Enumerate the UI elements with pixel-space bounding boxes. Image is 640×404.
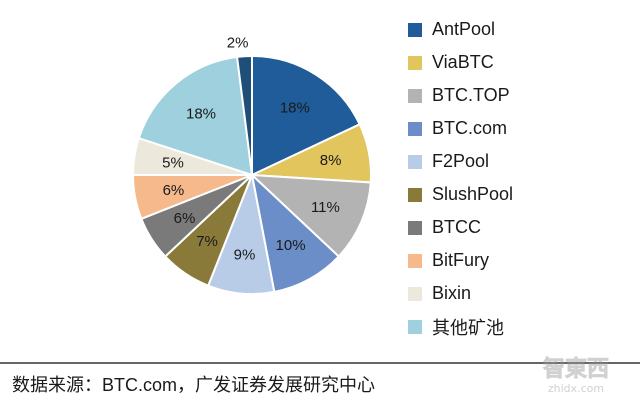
slice-label: 9%: [234, 247, 256, 264]
source-note: 数据来源：BTC.com，广发证券发展研究中心: [12, 375, 376, 395]
legend-item: SlushPool: [408, 178, 632, 211]
slice-label: 18%: [280, 99, 310, 116]
legend-item: BTCC: [408, 211, 632, 244]
slice-label: 6%: [163, 182, 185, 199]
pie-slice: [251, 54, 362, 177]
legend-swatch: [408, 319, 422, 334]
watermark-logo: 智東西 zhidx.com: [543, 356, 610, 395]
slice-label: 11%: [311, 199, 340, 216]
legend-label: 其他矿池: [432, 317, 504, 338]
legend-swatch: [408, 253, 422, 268]
slice-label: 18%: [186, 105, 216, 122]
divider: [0, 362, 640, 364]
pie-slice: [250, 172, 341, 294]
watermark-main: 智東西: [543, 356, 609, 382]
pie-slice: [137, 55, 254, 177]
legend-swatch: [408, 121, 422, 136]
slice-label: 6%: [174, 210, 196, 227]
legend-label: AntPool: [432, 19, 496, 39]
legend-item: 其他矿池: [408, 310, 632, 343]
legend-swatch: [408, 55, 422, 70]
slice-label: 8%: [320, 152, 342, 169]
legend-swatch: [408, 187, 422, 202]
legend-label: BitFury: [432, 250, 490, 270]
legend-item: Bixin: [408, 277, 632, 310]
legend-item: AntPool: [408, 13, 632, 46]
legend-swatch: [408, 220, 422, 235]
pie-chart: 18%8%11%10%9%7%6%6%5%18%2%: [131, 34, 372, 295]
legend: AntPool ViaBTC BTC.TOP BTC.com F2Pool SlushPo…: [408, 13, 632, 343]
legend-item: F2Pool: [408, 145, 632, 178]
slice-label: 5%: [162, 154, 184, 171]
legend-swatch: [408, 154, 422, 169]
legend-swatch: [408, 88, 422, 103]
legend-swatch: [408, 22, 422, 37]
legend-label: Bixin: [432, 283, 472, 303]
legend-label: SlushPool: [432, 184, 514, 204]
watermark-sub: zhidx.com: [548, 382, 604, 395]
legend-item: ViaBTC: [408, 46, 632, 79]
legend-item: BitFury: [408, 244, 632, 277]
legend-label: ViaBTC: [432, 52, 494, 72]
legend-label: BTC.com: [432, 118, 508, 138]
slice-label: 10%: [276, 237, 306, 254]
pie-slice: [235, 54, 253, 176]
legend-swatch: [408, 286, 422, 301]
legend-item: BTC.com: [408, 112, 632, 145]
legend-label: F2Pool: [432, 151, 490, 171]
legend-label: BTC.TOP: [432, 85, 510, 105]
legend-item: BTC.TOP: [408, 79, 632, 112]
pie-slice: [249, 173, 372, 258]
slice-label: 7%: [196, 233, 218, 250]
legend-label: BTCC: [432, 217, 481, 237]
slice-label: 2%: [227, 34, 249, 51]
